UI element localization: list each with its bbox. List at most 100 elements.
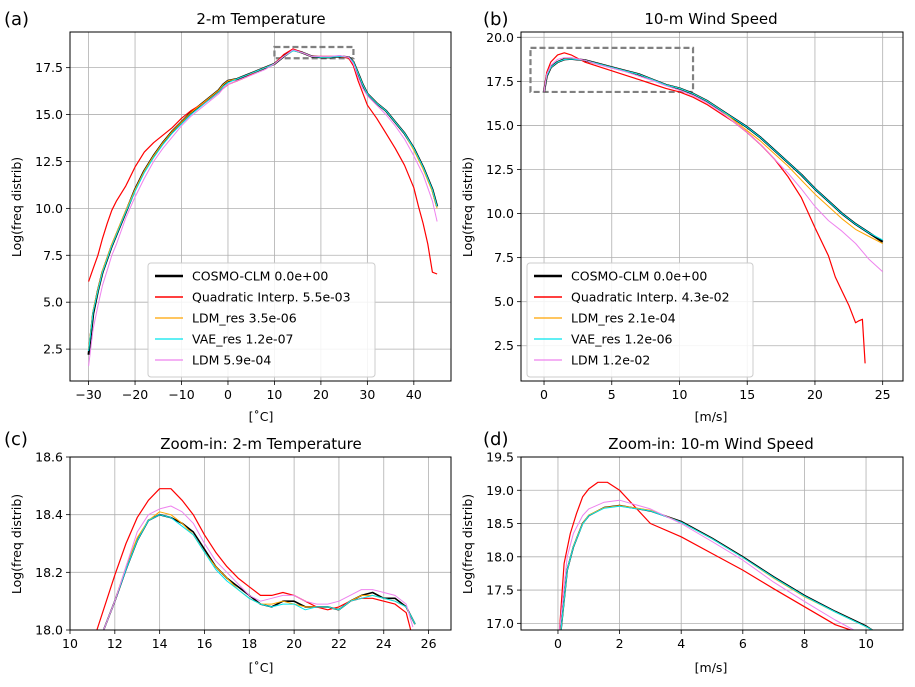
series-line-quad	[543, 52, 866, 364]
y-tick-label: 17.5	[35, 60, 63, 75]
x-tick-label: 24	[376, 636, 392, 651]
x-tick-label: 12	[107, 636, 123, 651]
series-line-vae_res	[88, 50, 438, 352]
legend-label: VAE_res 1.2e-07	[192, 332, 293, 347]
panel-b-legend: COSMO-CLM 0.0e+00 Quadratic Interp. 4.3e-…	[526, 262, 754, 378]
series-line-quad	[96, 488, 412, 630]
series-line-vae_res	[560, 505, 873, 630]
series-line-cosmo	[542, 57, 884, 243]
series-line-ldm	[103, 505, 414, 630]
y-tick-label: 5.0	[43, 295, 63, 310]
panel-b-xlabel: [m/s]	[695, 409, 728, 424]
series-line-vae_res	[103, 514, 416, 630]
y-tick-label: 5.0	[494, 294, 514, 309]
y-tick-label: 12.5	[486, 162, 514, 177]
panel-c-ylabel: Log(freq distrib)	[9, 494, 24, 594]
panel-a-xlabel: [˚C]	[249, 409, 274, 424]
x-tick-label: 10	[858, 636, 874, 651]
panel-a-title: 2-m Temperature	[196, 10, 325, 28]
x-tick-label: 10	[672, 387, 688, 402]
y-tick-label: 18.5	[486, 516, 514, 531]
zoom-region-box	[273, 45, 355, 60]
panel-b-frame	[520, 31, 904, 382]
legend-label: VAE_res 1.2e-06	[571, 332, 673, 347]
series-line-ldm	[88, 49, 438, 367]
panel-b-ticks: 0 5 10 15 20 25 2.5 5.0 7.5 10.0 12.5 15.0 17.5 20.0	[486, 30, 890, 402]
panel-d-series	[558, 481, 873, 630]
legend-label: COSMO-CLM 0.0e+00	[192, 269, 328, 284]
series-line-ldm_res	[560, 505, 873, 630]
panel-a-letter: (a)	[4, 9, 29, 30]
x-tick-label: 8	[800, 636, 808, 651]
legend-label: Quadratic Interp. 5.5e-03	[192, 290, 351, 305]
panel-b-ylabel: Log(freq distrib)	[460, 157, 475, 257]
legend-label: LDM 5.9e-04	[192, 353, 271, 368]
x-tick-label: 20	[313, 387, 329, 402]
x-tick-label: 16	[197, 636, 213, 651]
panel-a-grid	[70, 32, 451, 381]
y-tick-label: 7.5	[43, 248, 63, 263]
y-tick-label: 19.5	[486, 450, 514, 465]
zoom-region-box	[529, 46, 695, 94]
panel-c-series	[96, 488, 416, 630]
panel-a-series	[87, 48, 439, 367]
x-tick-label: 25	[875, 387, 891, 402]
panel-d-ticks: 0 2 4 6 8 10 17.0 17.5 18.0 18.5 19.0 19.5	[486, 450, 874, 652]
series-line-quad	[88, 48, 438, 282]
y-tick-label: 2.5	[43, 342, 63, 357]
x-tick-label: 10	[62, 636, 78, 651]
series-line-quad	[558, 481, 851, 630]
panel-d-ylabel: Log(freq distrib)	[460, 494, 475, 594]
x-tick-label: 30	[359, 387, 375, 402]
x-tick-label: 26	[421, 636, 437, 651]
x-tick-label: 40	[406, 387, 422, 402]
y-tick-label: 18.6	[35, 450, 63, 465]
series-line-vae_res	[543, 58, 883, 241]
x-tick-label: 0	[554, 636, 562, 651]
x-tick-label: −30	[75, 387, 101, 402]
panel-a-zoom-box	[273, 45, 355, 60]
panel-b-wind-speed: (b) 10-m Wind Speed [m/s] Log(freq distr…	[460, 9, 904, 424]
panel-c-xlabel: [˚C]	[249, 660, 274, 675]
panel-d-grid	[521, 456, 903, 630]
x-tick-label: 15	[739, 387, 755, 402]
x-tick-label: 18	[241, 636, 257, 651]
y-tick-label: 18.2	[35, 565, 63, 580]
panel-c-frame	[69, 456, 452, 631]
y-tick-label: 2.5	[494, 338, 514, 353]
x-tick-label: 0	[224, 387, 232, 402]
y-tick-label: 20.0	[486, 30, 514, 45]
legend-box	[147, 262, 376, 378]
panel-d-xlabel: [m/s]	[695, 660, 728, 675]
y-tick-label: 17.0	[486, 616, 514, 631]
x-tick-label: −20	[122, 387, 148, 402]
legend-label: LDM_res 3.5e-06	[192, 311, 297, 326]
panel-b-title: 10-m Wind Speed	[644, 10, 777, 28]
y-tick-label: 19.0	[486, 483, 514, 498]
panel-c-ticks: 10 12 14 16 18 20 22 24 26 18.0 18.2 18.4 18.6	[35, 450, 436, 652]
series-line-ldm	[543, 57, 884, 273]
x-tick-label: 14	[152, 636, 168, 651]
panel-a-ticks: −30 −20 −10 0 10 20 30 40 2.5 5.0 7.5 10.0 12.5 15.0 1…	[35, 60, 422, 402]
panel-b-letter: (b)	[483, 9, 508, 30]
series-line-cosmo	[560, 504, 873, 630]
x-tick-label: 10	[266, 387, 282, 402]
y-tick-label: 10.0	[35, 201, 63, 216]
legend-label: Quadratic Interp. 4.3e-02	[571, 290, 730, 305]
legend-label: LDM_res 2.1e-04	[571, 311, 676, 326]
y-tick-label: 10.0	[486, 206, 514, 221]
series-line-ldm	[559, 499, 854, 630]
panel-a-ylabel: Log(freq distrib)	[9, 157, 24, 257]
panel-d-frame	[520, 456, 904, 631]
y-tick-label: 15.0	[486, 118, 514, 133]
panel-a-legend: COSMO-CLM 0.0e+00 Quadratic Interp. 5.5e-…	[147, 262, 376, 378]
panel-d-letter: (d)	[483, 429, 508, 450]
panel-d-title: Zoom-in: 10-m Wind Speed	[608, 435, 814, 453]
y-tick-label: 12.5	[35, 154, 63, 169]
legend-box	[526, 262, 754, 378]
y-tick-label: 15.0	[35, 107, 63, 122]
y-tick-label: 17.5	[486, 583, 514, 598]
panel-c-temperature-zoom: (c) Zoom-in: 2-m Temperature [˚C] Log(fr…	[4, 429, 452, 675]
panel-c-title: Zoom-in: 2-m Temperature	[160, 435, 362, 453]
y-tick-label: 18.0	[486, 549, 514, 564]
